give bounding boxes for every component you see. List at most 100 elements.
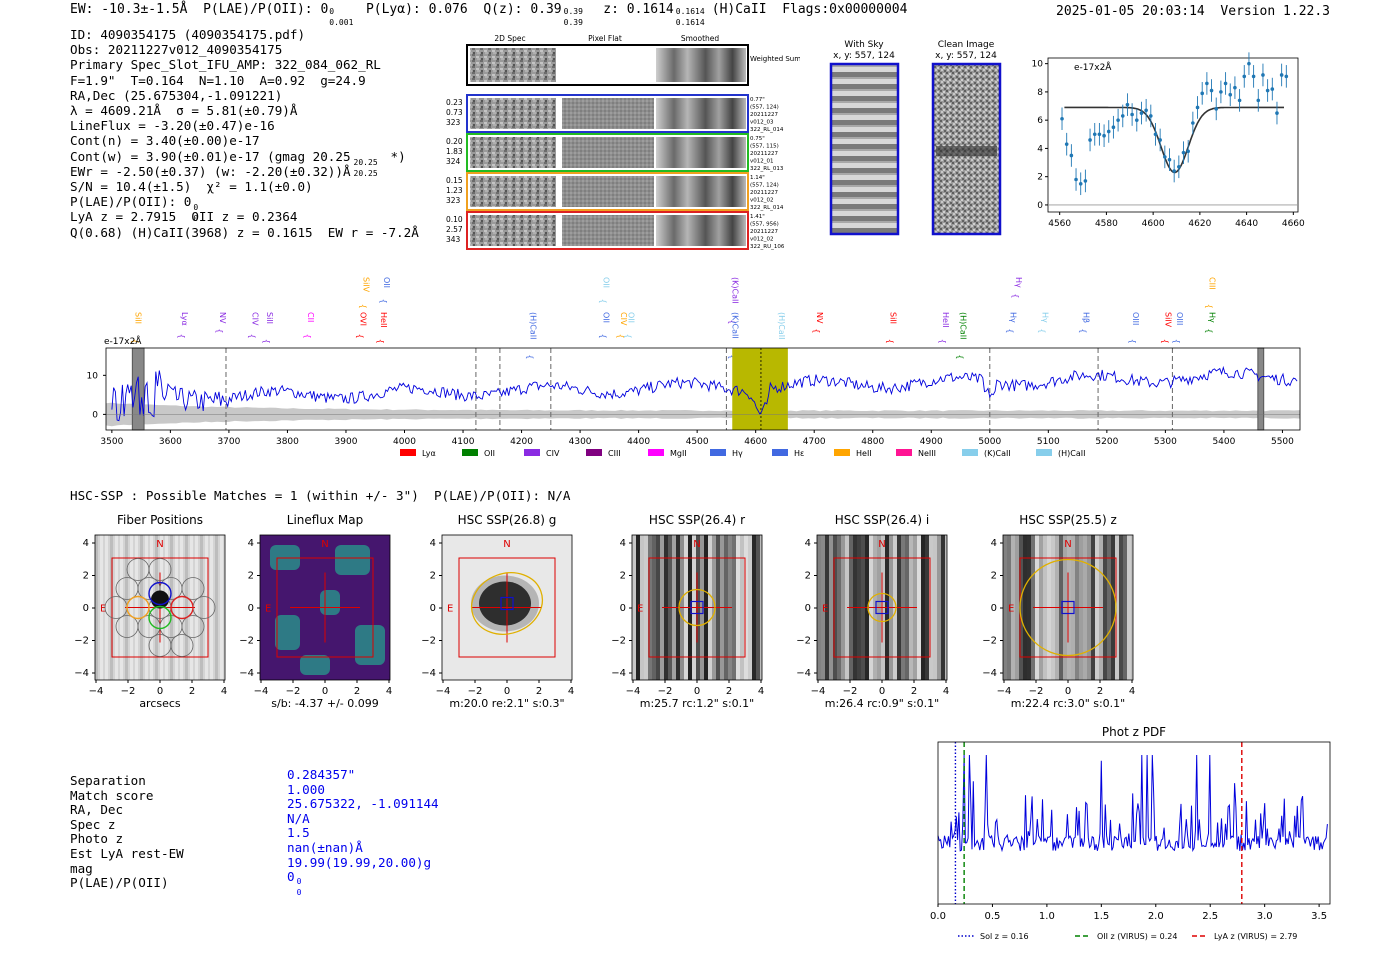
spectral-line-label: SiIV bbox=[362, 277, 371, 293]
legend-label: Lyα bbox=[422, 449, 436, 458]
hsc-xtick-label: −4 bbox=[811, 686, 826, 697]
spectral-line-label: SiII bbox=[888, 312, 897, 324]
fit-xtick-label: 4600 bbox=[1142, 219, 1165, 229]
fit-data-point bbox=[1102, 133, 1106, 138]
spectral-line-marker: { bbox=[525, 354, 534, 359]
hsc-ytick-label: 2 bbox=[83, 571, 89, 582]
cutout-row-meta: 20211227 bbox=[750, 112, 778, 118]
stripe-column bbox=[652, 535, 656, 680]
fit-data-point bbox=[1064, 142, 1069, 146]
hsc-xtick-label: 2 bbox=[911, 686, 917, 697]
spectral-line-marker: { bbox=[215, 328, 224, 333]
stripe-column bbox=[632, 535, 636, 680]
cutout-2dspec bbox=[470, 137, 556, 168]
spectrum-trace bbox=[111, 365, 1298, 422]
hsc-xtick-label: 4 bbox=[568, 686, 574, 697]
spectral-line-marker: { bbox=[616, 334, 625, 339]
hsc-ytick-label: 0 bbox=[430, 603, 436, 614]
legend-label: Hε bbox=[794, 449, 804, 458]
spectrum-xtick-label: 4900 bbox=[920, 437, 943, 447]
stripe-column bbox=[933, 535, 937, 680]
spectral-line-label: (H)CaII bbox=[528, 312, 537, 339]
fiber-stripe bbox=[100, 535, 103, 680]
spectral-line-label: Hγ bbox=[1014, 277, 1023, 288]
pdf-xtick-label: 2.0 bbox=[1148, 911, 1164, 922]
fit-data-point bbox=[1275, 111, 1279, 115]
fit-data-point bbox=[1195, 105, 1200, 110]
info-obs: Obs: 20211227v012_4090354175 bbox=[70, 42, 283, 58]
cutout-row-meta: (557, 124) bbox=[750, 105, 779, 111]
spectrum-xtick-label: 4400 bbox=[627, 437, 650, 447]
hsc-ytick-label: −4 bbox=[239, 668, 254, 679]
fit-data-point bbox=[1097, 132, 1102, 137]
hsc-ytick-label: 2 bbox=[805, 571, 811, 582]
match-label: Photo z bbox=[70, 831, 124, 847]
spectral-line-marker: { bbox=[812, 328, 821, 333]
fit-data-point bbox=[1149, 114, 1153, 118]
spectral-line-label: CIV bbox=[619, 312, 628, 326]
fit-data-point bbox=[1247, 61, 1251, 66]
spectral-line-label: Lyα bbox=[180, 312, 189, 326]
fit-xtick-label: 4660 bbox=[1282, 219, 1305, 229]
hsc-panel: HSC SSP(26.8) g N E 4 2 0 −2 −4−4 −2 0 2 4 m:20.0 re… bbox=[421, 513, 574, 710]
flux-blob bbox=[320, 590, 340, 615]
header-qz-sub: 0.39 bbox=[563, 18, 583, 27]
fit-ytick-label: 8 bbox=[1037, 88, 1043, 98]
compass-e: E bbox=[265, 604, 271, 615]
with-sky-title: With Sky bbox=[844, 40, 884, 50]
spectral-line-marker: { bbox=[247, 334, 256, 339]
fit-data-point bbox=[1200, 91, 1205, 96]
compass-n: N bbox=[503, 539, 510, 550]
cutout-row-meta: v012_03 bbox=[750, 120, 774, 126]
hsc-ytick-label: −2 bbox=[239, 636, 254, 647]
fit-data-point bbox=[1144, 108, 1148, 113]
stripe-column bbox=[1127, 535, 1131, 680]
spectral-line-marker: { bbox=[1037, 328, 1046, 333]
spectral-line-marker: { bbox=[727, 319, 736, 324]
spectral-line-marker: { bbox=[379, 299, 388, 304]
info-contw-sub: 20.25 bbox=[353, 168, 378, 178]
stripe-column bbox=[752, 535, 756, 680]
legend-label: MgII bbox=[670, 449, 687, 458]
spectral-line-marker: { bbox=[1204, 328, 1213, 333]
cutout-row-stat: 0.15 bbox=[446, 176, 463, 185]
header-ew: EW: -10.3±-1.5Å bbox=[70, 2, 188, 17]
clean-image-xy: x, y: 557, 124 bbox=[935, 51, 997, 61]
hsc-panel: Lineflux Map N E 4 2 0 −2 −4−4 −2 0 2 4 s/b: -4.37 +… bbox=[239, 513, 392, 710]
hsc-panel-caption: m:22.4 rc:3.0" s:0.1" bbox=[1011, 697, 1126, 710]
cutout-row-meta: 20211227 bbox=[750, 229, 778, 235]
stripe-column bbox=[1023, 535, 1027, 680]
cutout-row-stat: 1.23 bbox=[446, 186, 463, 195]
hsc-xtick-label: −4 bbox=[626, 686, 641, 697]
hsc-ytick-label: 4 bbox=[430, 538, 436, 549]
stripe-column bbox=[941, 535, 945, 680]
hsc-xtick-label: −2 bbox=[843, 686, 858, 697]
stripe-column bbox=[648, 535, 652, 680]
cutout-row-meta: 322_RL_014 bbox=[750, 127, 784, 133]
cutout-col-title: Smoothed bbox=[681, 34, 720, 43]
stripe-column bbox=[740, 535, 744, 680]
spectral-line-marker: { bbox=[1160, 339, 1169, 344]
g-band-ellipse bbox=[470, 572, 544, 635]
header-plya: P(Lyα): 0.076 bbox=[365, 2, 468, 17]
fiber-highlight-green bbox=[148, 605, 172, 630]
spectrum-highlight-region bbox=[732, 348, 788, 430]
spectral-line-marker: { bbox=[1204, 304, 1213, 309]
match-label: Spec z bbox=[70, 816, 116, 832]
cutout-row-stat: 323 bbox=[446, 118, 461, 127]
hsc-panel-title: Lineflux Map bbox=[287, 513, 363, 527]
hsc-ytick-label: 4 bbox=[991, 538, 997, 549]
spectral-line-marker: { bbox=[376, 339, 385, 344]
cutout-row-meta: v012_02 bbox=[750, 237, 774, 243]
hsc-xtick-label: −4 bbox=[436, 686, 451, 697]
pdf-legend-label: OII z (VIRUS) = 0.24 bbox=[1097, 932, 1177, 941]
stripe-column bbox=[1119, 535, 1123, 680]
hsc-ytick-label: 4 bbox=[620, 538, 626, 549]
stripe-column bbox=[837, 535, 841, 680]
cutout-row-stat: 1.83 bbox=[446, 147, 463, 156]
spectral-line-marker: { bbox=[1011, 293, 1020, 298]
match-value: 1.000 bbox=[287, 781, 325, 797]
